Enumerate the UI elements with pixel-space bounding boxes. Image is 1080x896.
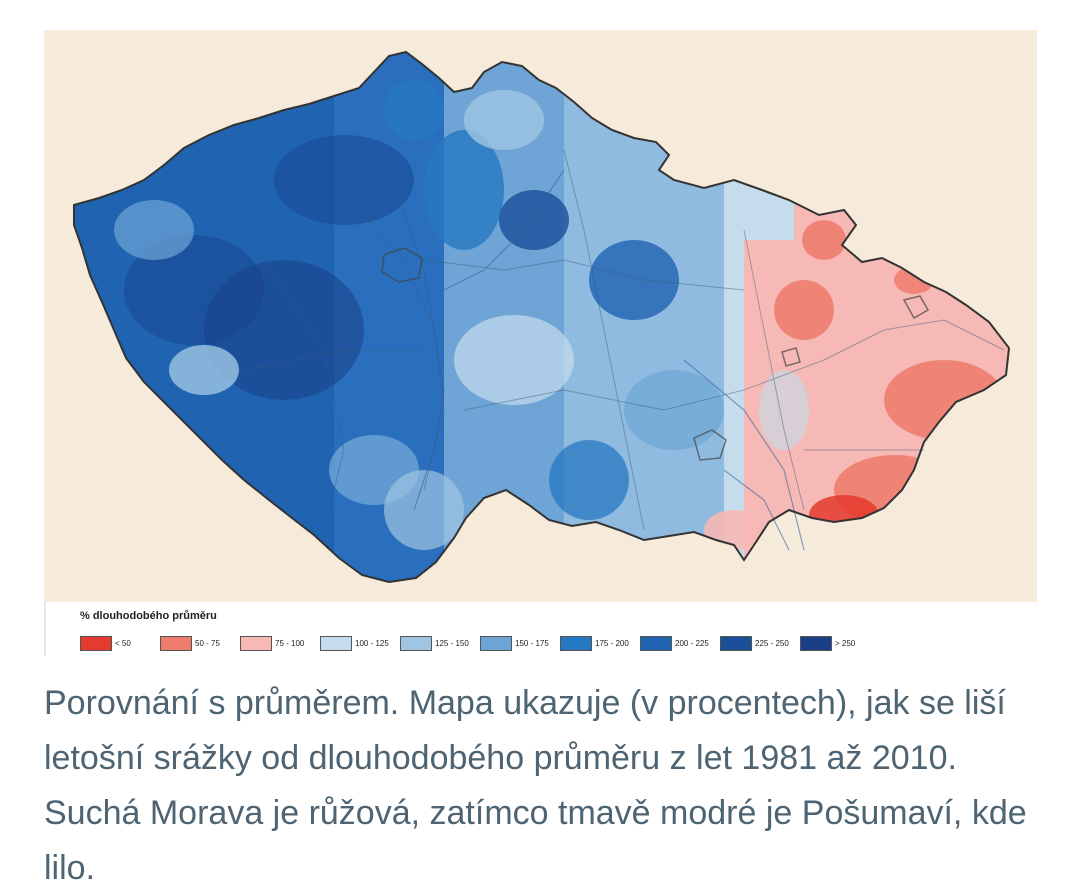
legend-label: 150 - 175 bbox=[515, 639, 549, 648]
legend-item: 125 - 150 bbox=[400, 636, 480, 651]
legend-swatch bbox=[240, 636, 272, 651]
legend-swatch bbox=[80, 636, 112, 651]
precipitation-map bbox=[44, 30, 1037, 602]
map-caption: Porovnání s průměrem. Mapa ukazuje (v pr… bbox=[44, 684, 1027, 887]
legend-swatch bbox=[480, 636, 512, 651]
legend-item: 150 - 175 bbox=[480, 636, 560, 651]
legend-swatch bbox=[400, 636, 432, 651]
legend-item: 200 - 225 bbox=[640, 636, 720, 651]
legend-item: 50 - 75 bbox=[160, 636, 240, 651]
legend-item: 175 - 200 bbox=[560, 636, 640, 651]
legend-label: 200 - 225 bbox=[675, 639, 709, 648]
legend-swatch bbox=[560, 636, 592, 651]
legend-label: 125 - 150 bbox=[435, 639, 469, 648]
legend-label: < 50 bbox=[115, 639, 131, 648]
map-canvas bbox=[73, 50, 1011, 584]
legend-swatch bbox=[640, 636, 672, 651]
legend-item: < 50 bbox=[80, 636, 160, 651]
legend-item: 75 - 100 bbox=[240, 636, 320, 651]
legend-item: > 250 bbox=[800, 636, 880, 651]
legend-title: % dlouhodobého průměru bbox=[80, 610, 217, 622]
legend-swatch bbox=[160, 636, 192, 651]
legend-label: 225 - 250 bbox=[755, 639, 789, 648]
map-legend: % dlouhodobého průměru < 50 50 - 75 75 -… bbox=[44, 602, 1037, 656]
legend-label: > 250 bbox=[835, 639, 856, 648]
legend-label: 175 - 200 bbox=[595, 639, 629, 648]
country-outline bbox=[73, 50, 1011, 584]
legend-item: 225 - 250 bbox=[720, 636, 800, 651]
region-boundaries bbox=[233, 149, 1005, 531]
city-outlines bbox=[381, 247, 930, 461]
legend-swatch bbox=[800, 636, 832, 651]
legend-row: < 50 50 - 75 75 - 100 100 - 125 125 - 15… bbox=[80, 636, 880, 651]
country-fill bbox=[74, 52, 1009, 582]
rivers bbox=[383, 149, 805, 551]
legend-item: 100 - 125 bbox=[320, 636, 400, 651]
legend-swatch bbox=[720, 636, 752, 651]
legend-label: 75 - 100 bbox=[275, 639, 305, 648]
legend-label: 50 - 75 bbox=[195, 639, 220, 648]
legend-label: 100 - 125 bbox=[355, 639, 389, 648]
legend-swatch bbox=[320, 636, 352, 651]
